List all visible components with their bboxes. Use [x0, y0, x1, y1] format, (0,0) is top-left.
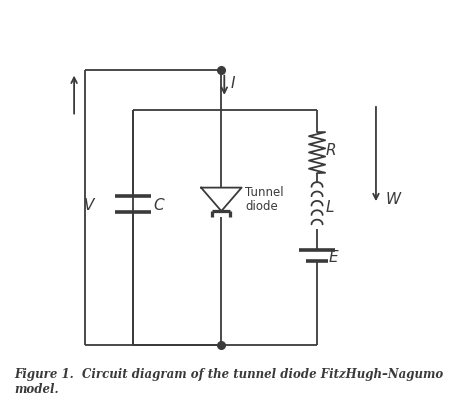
Text: $L$: $L$	[325, 198, 335, 214]
Text: Tunnel: Tunnel	[245, 185, 284, 198]
Text: Figure 1.  Circuit diagram of the tunnel diode FitzHugh–Nagumo
model.: Figure 1. Circuit diagram of the tunnel …	[14, 367, 444, 395]
Text: $E$: $E$	[328, 248, 340, 264]
Text: $V$: $V$	[83, 196, 96, 213]
Text: $R$: $R$	[325, 142, 336, 158]
Text: diode: diode	[245, 200, 278, 213]
Text: $W$: $W$	[385, 190, 403, 206]
Text: $C$: $C$	[153, 196, 166, 213]
Text: $I$: $I$	[230, 75, 236, 91]
